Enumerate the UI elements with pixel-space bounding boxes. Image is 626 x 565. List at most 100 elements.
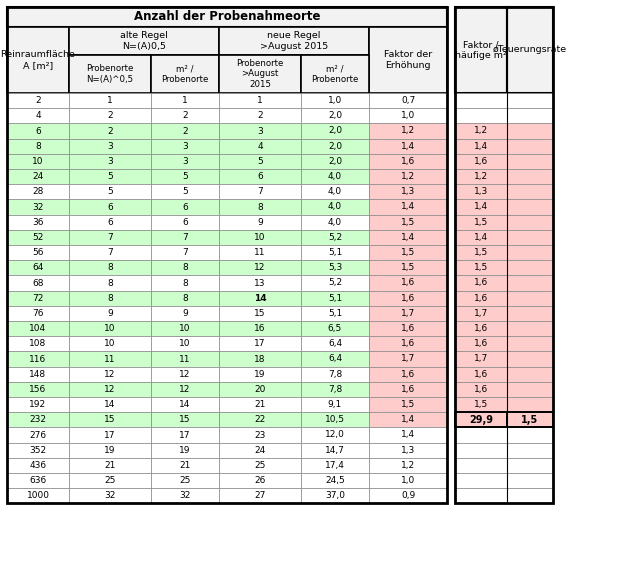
Text: 12: 12 xyxy=(105,370,116,379)
Text: 22: 22 xyxy=(254,415,265,424)
Bar xyxy=(455,412,507,427)
Text: 27: 27 xyxy=(254,492,265,500)
Bar xyxy=(507,306,553,321)
Text: 2,0: 2,0 xyxy=(328,142,342,151)
Bar xyxy=(69,488,151,503)
Bar xyxy=(507,412,553,427)
Bar xyxy=(151,367,219,382)
Text: 19: 19 xyxy=(105,446,116,455)
Text: 1,5: 1,5 xyxy=(474,263,488,272)
Bar xyxy=(369,397,447,412)
Bar xyxy=(219,27,369,55)
Text: 4,0: 4,0 xyxy=(328,172,342,181)
Text: 1,5: 1,5 xyxy=(474,248,488,257)
Bar xyxy=(7,458,69,473)
Bar xyxy=(151,336,219,351)
Text: 21: 21 xyxy=(105,461,116,470)
Bar xyxy=(369,199,447,215)
Bar xyxy=(455,199,507,215)
Text: 5: 5 xyxy=(182,172,188,181)
Text: 1,6: 1,6 xyxy=(401,279,415,288)
Bar xyxy=(69,351,151,367)
Bar xyxy=(219,427,301,442)
Text: 29,9: 29,9 xyxy=(469,415,493,425)
Bar xyxy=(7,336,69,351)
Bar xyxy=(507,336,553,351)
Text: 352: 352 xyxy=(29,446,46,455)
Bar xyxy=(369,108,447,123)
Text: 8: 8 xyxy=(182,279,188,288)
Text: 1,3: 1,3 xyxy=(401,446,415,455)
Text: 8: 8 xyxy=(107,279,113,288)
Bar xyxy=(69,336,151,351)
Text: 3: 3 xyxy=(257,127,263,136)
Bar xyxy=(455,412,507,427)
Text: 14: 14 xyxy=(254,294,266,303)
Text: 192: 192 xyxy=(29,400,46,409)
Text: 8: 8 xyxy=(257,202,263,211)
Bar xyxy=(69,108,151,123)
Text: 5,1: 5,1 xyxy=(328,294,342,303)
Text: 32: 32 xyxy=(33,202,44,211)
Text: m² /
Probenorte: m² / Probenorte xyxy=(162,64,208,84)
Bar xyxy=(455,245,507,260)
Bar xyxy=(507,290,553,306)
Bar xyxy=(455,458,507,473)
Bar xyxy=(219,442,301,458)
Bar xyxy=(507,123,553,138)
Bar xyxy=(219,367,301,382)
Text: 1,4: 1,4 xyxy=(401,431,415,440)
Bar xyxy=(455,215,507,230)
Bar xyxy=(219,230,301,245)
Bar xyxy=(69,138,151,154)
Text: 25: 25 xyxy=(105,476,116,485)
Bar xyxy=(301,184,369,199)
Bar xyxy=(301,245,369,260)
Bar xyxy=(69,275,151,290)
Text: 17: 17 xyxy=(179,431,191,440)
Text: 11: 11 xyxy=(179,354,191,363)
Bar xyxy=(7,290,69,306)
Bar xyxy=(7,123,69,138)
Text: 1,6: 1,6 xyxy=(474,279,488,288)
Text: 2: 2 xyxy=(107,127,113,136)
Bar xyxy=(301,154,369,169)
Bar xyxy=(301,336,369,351)
Bar xyxy=(369,488,447,503)
Text: 116: 116 xyxy=(29,354,46,363)
Text: 232: 232 xyxy=(29,415,46,424)
Text: 1,6: 1,6 xyxy=(474,370,488,379)
Text: 1,4: 1,4 xyxy=(474,233,488,242)
Bar xyxy=(507,184,553,199)
Bar xyxy=(69,427,151,442)
Text: 15: 15 xyxy=(179,415,191,424)
Text: 1,6: 1,6 xyxy=(401,385,415,394)
Bar xyxy=(369,93,447,108)
Bar xyxy=(455,184,507,199)
Text: 9: 9 xyxy=(107,309,113,318)
Text: 3: 3 xyxy=(107,142,113,151)
Text: 2: 2 xyxy=(257,111,263,120)
Bar xyxy=(219,184,301,199)
Text: 1,5: 1,5 xyxy=(401,248,415,257)
Text: 23: 23 xyxy=(254,431,265,440)
Text: 8: 8 xyxy=(35,142,41,151)
Bar xyxy=(301,306,369,321)
Bar xyxy=(151,138,219,154)
Bar xyxy=(69,260,151,275)
Bar xyxy=(7,199,69,215)
Text: 1,6: 1,6 xyxy=(474,157,488,166)
Text: 5,1: 5,1 xyxy=(328,309,342,318)
Bar xyxy=(369,321,447,336)
Text: 7: 7 xyxy=(182,233,188,242)
Bar xyxy=(507,412,553,427)
Bar xyxy=(455,108,507,123)
Text: 1,6: 1,6 xyxy=(401,340,415,348)
Text: 10,5: 10,5 xyxy=(325,415,345,424)
Bar xyxy=(219,290,301,306)
Bar xyxy=(69,367,151,382)
Text: 12,0: 12,0 xyxy=(325,431,345,440)
Bar xyxy=(455,382,507,397)
Bar xyxy=(507,169,553,184)
Bar xyxy=(507,351,553,367)
